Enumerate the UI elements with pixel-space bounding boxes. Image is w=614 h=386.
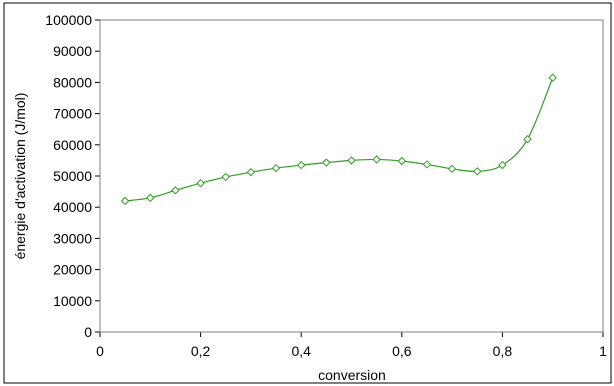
series-line: [125, 77, 554, 202]
data-point: [447, 164, 457, 174]
data-point: [498, 160, 507, 170]
x-tick-label: 0,4: [291, 343, 311, 359]
y-tick-label: 20000: [53, 262, 92, 278]
x-axis-ticks: 0 0,2 0,4 0,6 0,8 1: [96, 332, 607, 359]
data-point: [473, 167, 482, 176]
x-tick-label: 0,8: [493, 343, 513, 359]
x-tick-label: 0,6: [392, 343, 412, 359]
data-point: [146, 193, 155, 203]
data-point: [246, 168, 256, 177]
y-axis-title: énergie d'activation (J/mol): [12, 93, 28, 260]
data-point: [120, 196, 130, 206]
data-point: [171, 186, 180, 195]
data-point: [347, 156, 356, 165]
x-tick-label: 0,2: [191, 343, 211, 359]
data-point: [548, 73, 557, 82]
y-tick-label: 60000: [53, 137, 92, 153]
y-axis-ticks: 0 10000 20000 30000 40000 50000 60000 70000 8000…: [45, 12, 100, 340]
y-tick-label: 40000: [53, 199, 92, 215]
y-tick-label: 80000: [53, 74, 92, 90]
y-tick-label: 30000: [53, 230, 92, 246]
y-tick-label: 0: [84, 324, 92, 340]
y-tick-label: 70000: [53, 106, 92, 122]
plot-area: [99, 19, 604, 333]
y-tick-label: 10000: [53, 293, 92, 309]
data-point: [271, 163, 281, 173]
data-point: [196, 178, 205, 188]
x-tick-label: 0: [96, 343, 104, 359]
y-tick-label: 90000: [53, 43, 92, 59]
chart-border: [3, 2, 612, 384]
x-tick-label: 1: [599, 343, 607, 359]
data-point: [422, 160, 432, 169]
data-point: [221, 172, 230, 182]
series-layer: [120, 73, 557, 206]
y-tick-label: 50000: [53, 168, 92, 184]
data-point: [322, 158, 331, 167]
data-point: [523, 134, 532, 144]
y-tick-label: 100000: [45, 12, 92, 28]
data-point: [296, 160, 306, 170]
data-point: [372, 155, 381, 164]
x-axis-title: conversion: [318, 367, 386, 383]
data-point: [397, 156, 407, 166]
